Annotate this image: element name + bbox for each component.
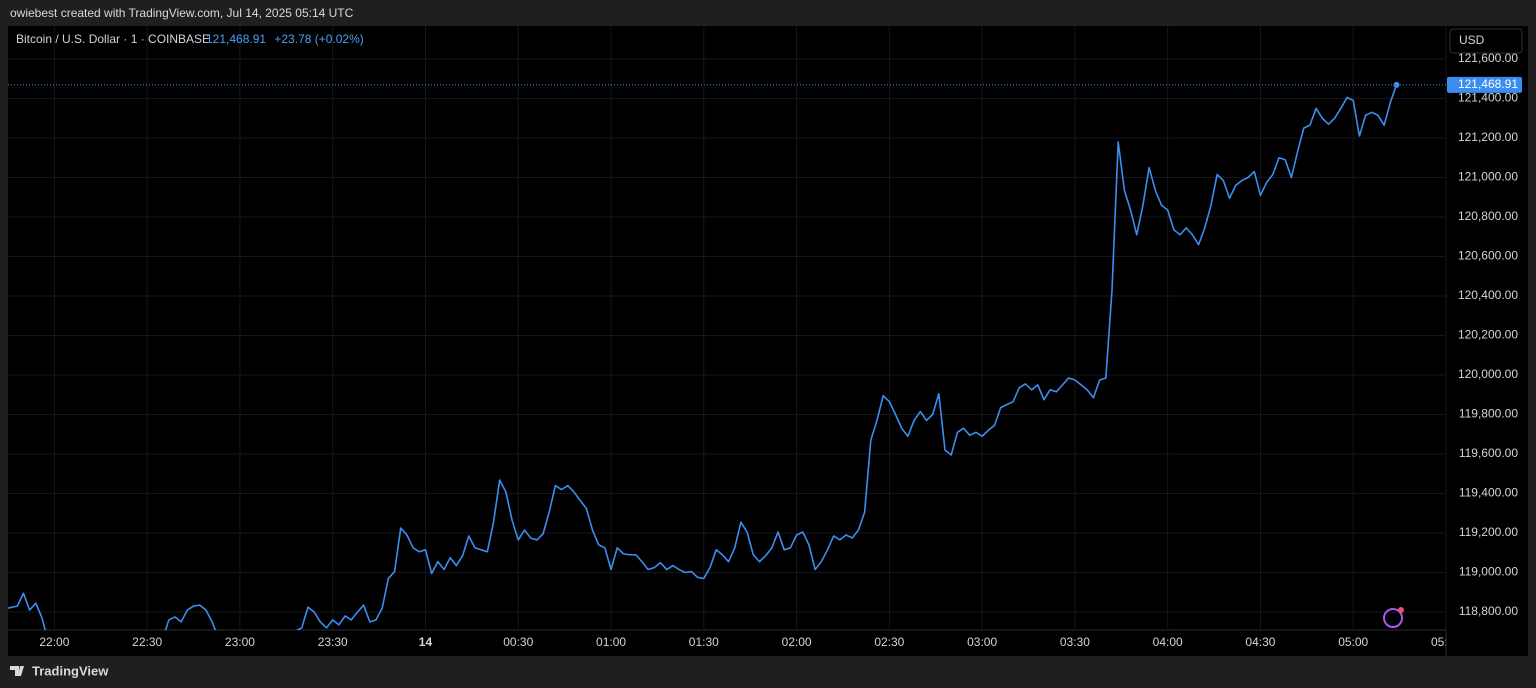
y-tick-label: 120,000.00 — [1458, 367, 1518, 381]
brand-icon — [1383, 607, 1404, 628]
grid — [8, 26, 1447, 630]
currency-box[interactable] — [1449, 28, 1523, 54]
x-tick-label: 04:30 — [1245, 635, 1275, 649]
time-axis: 22:00 22:30 23:00 23:30 14 00:30 01:00 01:30 02:… — [39, 635, 1461, 649]
last-point — [1393, 81, 1400, 88]
y-tick-label: 119,200.00 — [1459, 525, 1518, 539]
x-tick-label: 04:00 — [1153, 635, 1183, 649]
footer-logo — [10, 666, 24, 676]
x-tick-label: 14 — [419, 635, 433, 649]
y-tick-label: 121,200.00 — [1458, 130, 1518, 144]
x-tick-label: 03:30 — [1060, 635, 1090, 649]
y-tick-label: 121,400.00 — [1458, 91, 1518, 105]
y-tick-label: 120,600.00 — [1458, 249, 1518, 263]
header: owiebest created with TradingView.com, J… — [10, 6, 354, 20]
x-tick-label: 22:00 — [39, 635, 69, 649]
legend-price: 121,468.91 — [206, 32, 266, 46]
y-tick-label: 119,400.00 — [1459, 486, 1518, 500]
x-tick-label: 22:30 — [132, 635, 162, 649]
currency-label[interactable]: USD — [1459, 33, 1485, 47]
y-tick-label: 120,400.00 — [1458, 288, 1518, 302]
y-tick-label: 120,800.00 — [1458, 209, 1518, 223]
x-tick-label: 23:00 — [225, 635, 255, 649]
last-price-badge — [1447, 76, 1522, 93]
legend-change: +23.78 (+0.02%) — [274, 32, 363, 46]
y-tick-label: 119,600.00 — [1459, 446, 1518, 460]
x-tick-label: 05:00 — [1338, 635, 1368, 649]
x-tick-label: 00:30 — [503, 635, 533, 649]
y-tick-label: 120,200.00 — [1458, 328, 1518, 342]
y-tick-label: 118,800.00 — [1459, 604, 1518, 618]
legend-symbol: Bitcoin / U.S. Dollar · 1 · COINBASE — [16, 32, 210, 46]
price-axis: 118,800.00 119,000.00 119,200.00 119,400.00… — [1447, 51, 1522, 618]
x-tick-label: 01:30 — [689, 635, 719, 649]
x-tick-label: 05:30 — [1431, 635, 1461, 649]
last-price-badge-label: 121,468.91 — [1458, 77, 1518, 91]
y-tick-label: 121,600.00 — [1458, 51, 1518, 65]
x-tick-label: 02:00 — [782, 635, 812, 649]
x-tick-label: 03:00 — [967, 635, 997, 649]
y-tick-label: 121,000.00 — [1458, 170, 1518, 184]
x-tick-label: 01:00 — [596, 635, 626, 649]
chart-background — [8, 26, 1528, 656]
x-tick-label: 23:30 — [318, 635, 348, 649]
y-tick-label: 119,000.00 — [1459, 565, 1518, 579]
x-tick-label: 02:30 — [874, 635, 904, 649]
plot — [8, 81, 1446, 630]
price-line — [8, 84, 1398, 630]
y-tick-label: 119,800.00 — [1459, 407, 1518, 421]
footer-brand: TradingView — [32, 663, 109, 678]
